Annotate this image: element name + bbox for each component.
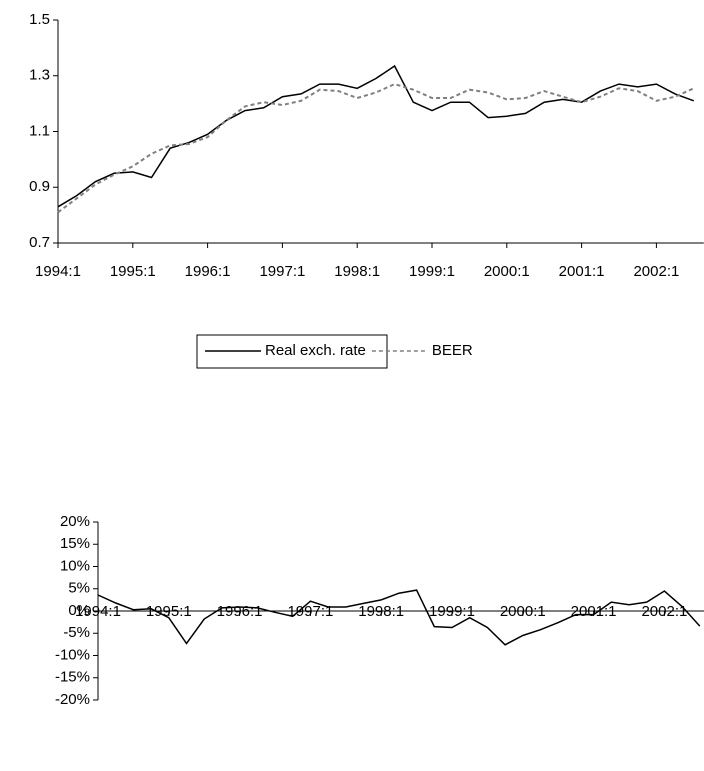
- y-tick-label: 15%: [60, 535, 90, 552]
- x-tick-label: 2002:1: [641, 603, 687, 620]
- y-tick-label: -10%: [55, 646, 90, 663]
- x-tick-label: 1997:1: [259, 263, 305, 280]
- y-tick-label: -15%: [55, 669, 90, 686]
- x-tick-label: 2000:1: [484, 263, 530, 280]
- x-tick-label: 2001:1: [571, 603, 617, 620]
- y-tick-label: 1.1: [29, 122, 50, 139]
- x-tick-label: 1994:1: [75, 603, 121, 620]
- y-tick-label: 10%: [60, 557, 90, 574]
- x-tick-label: 1998:1: [358, 603, 404, 620]
- x-tick-label: 2000:1: [500, 603, 546, 620]
- x-tick-label: 1999:1: [429, 603, 475, 620]
- legend-label: BEER: [432, 342, 473, 359]
- x-tick-label: 2001:1: [559, 263, 605, 280]
- x-tick-label: 1999:1: [409, 263, 455, 280]
- x-tick-label: 1996:1: [217, 603, 263, 620]
- x-tick-label: 1998:1: [334, 263, 380, 280]
- series-line: [57, 64, 695, 208]
- y-tick-label: 1.3: [29, 67, 50, 84]
- x-tick-label: 1995:1: [146, 603, 192, 620]
- y-tick-label: -20%: [55, 691, 90, 708]
- series-line: [97, 589, 701, 646]
- x-tick-label: 1995:1: [110, 263, 156, 280]
- legend-label: Real exch. rate: [265, 342, 366, 359]
- y-tick-label: -5%: [63, 624, 90, 641]
- x-tick-label: 1996:1: [185, 263, 231, 280]
- y-tick-label: 0.7: [29, 234, 50, 251]
- x-tick-label: 1997:1: [287, 603, 333, 620]
- y-tick-label: 20%: [60, 513, 90, 530]
- x-tick-label: 1994:1: [35, 263, 81, 280]
- y-tick-label: 1.5: [29, 11, 50, 28]
- y-tick-label: 0%: [68, 602, 90, 619]
- y-tick-label: 0.9: [29, 178, 50, 195]
- y-tick-label: 5%: [68, 580, 90, 597]
- x-tick-label: 2002:1: [633, 263, 679, 280]
- series-line: [57, 83, 695, 214]
